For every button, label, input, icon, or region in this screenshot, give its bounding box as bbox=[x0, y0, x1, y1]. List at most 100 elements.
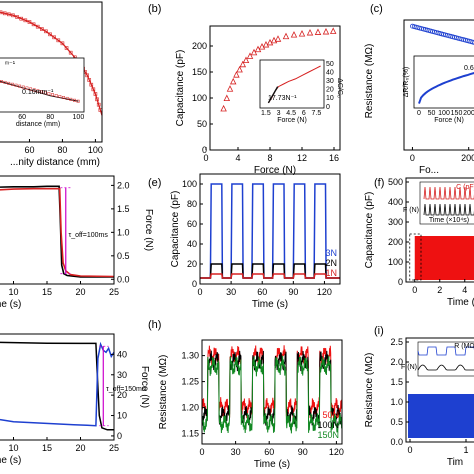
data-point bbox=[226, 85, 234, 92]
inset-point bbox=[40, 90, 44, 94]
y-tick-label: 10 bbox=[117, 411, 127, 421]
panel-label: (f) bbox=[374, 177, 384, 189]
inset-point bbox=[3, 80, 7, 84]
inset-x-tick: 6 bbox=[302, 110, 306, 117]
y-tick-label: 1.5 bbox=[390, 377, 403, 387]
y-tick-label: 80 bbox=[187, 199, 197, 209]
x-axis-label: ...me (s) bbox=[0, 299, 21, 310]
x-tick-label: 90 bbox=[288, 287, 298, 297]
series-line bbox=[0, 341, 115, 427]
inset-point bbox=[43, 91, 47, 95]
inset-point bbox=[10, 82, 14, 86]
x-tick-label: 60 bbox=[257, 287, 267, 297]
inset-y-tick: 20 bbox=[326, 87, 334, 94]
x-tick-label: 20 bbox=[75, 443, 85, 453]
inset-y-tick: 0 bbox=[326, 104, 330, 111]
data-point bbox=[44, 29, 48, 34]
inset-y-tick: 10 bbox=[326, 95, 334, 102]
inset-x-label: Force (N) bbox=[434, 117, 464, 124]
series-line bbox=[0, 187, 115, 278]
annotation: 0.65M bbox=[464, 65, 474, 72]
inset-frame bbox=[417, 341, 474, 377]
inset-y-tick: 50 bbox=[326, 61, 334, 68]
y-axis-label: Resistance (MΩ) bbox=[364, 353, 375, 428]
data-point bbox=[322, 27, 330, 35]
inset-x-tick: 3 bbox=[277, 110, 281, 117]
y-tick-label: 0.0 bbox=[390, 437, 403, 447]
inset-x-tick: 50 bbox=[428, 110, 436, 117]
y-axis-label: Capacitance (pF) bbox=[170, 191, 181, 268]
inset-series-line bbox=[423, 186, 474, 200]
y-tick-label: 1.30 bbox=[181, 351, 199, 361]
plot-frame-i bbox=[405, 337, 474, 443]
inset-point bbox=[72, 98, 76, 102]
series-line-2N bbox=[200, 263, 340, 279]
data-point bbox=[250, 48, 258, 56]
data-point bbox=[329, 27, 337, 34]
y-tick-label: 1.0 bbox=[390, 397, 403, 407]
inset-point bbox=[54, 94, 58, 98]
x-tick-label: 80 bbox=[57, 145, 67, 155]
inset-x-tick: 7.5 bbox=[312, 110, 322, 117]
data-point bbox=[11, 13, 15, 18]
y-tick-label: 2.0 bbox=[390, 357, 403, 367]
inset-point bbox=[51, 93, 54, 97]
x-axis-label: Fo... bbox=[419, 165, 439, 176]
y-tick-label: 0 bbox=[398, 277, 403, 287]
data-point bbox=[7, 12, 11, 17]
x-axis-label: Time (s) bbox=[252, 299, 288, 310]
inset-x-tick: 1.5 bbox=[261, 110, 271, 117]
inset-point bbox=[62, 96, 65, 99]
y-tick-label: 40 bbox=[187, 239, 197, 249]
data-point bbox=[270, 36, 278, 44]
x-tick-label: 100 bbox=[88, 145, 103, 155]
plot-frame-f bbox=[405, 177, 474, 283]
x-tick-label: 0 bbox=[407, 445, 412, 455]
x-tick-label: 15 bbox=[42, 287, 52, 297]
data-point bbox=[314, 28, 322, 35]
inset-x-label: Time (×10⁴s) bbox=[429, 217, 469, 224]
y-axis-label: Capacitance (pF) bbox=[175, 50, 186, 127]
inset-x-tick: 150 bbox=[451, 110, 463, 117]
data-point bbox=[220, 104, 227, 112]
inset-point bbox=[65, 96, 69, 100]
inset-point bbox=[36, 89, 40, 93]
legend-entry: 150N bbox=[317, 430, 339, 440]
x-tick-label: 2 bbox=[437, 285, 442, 295]
data-point bbox=[19, 16, 24, 21]
inset-x-tick: 80 bbox=[46, 114, 54, 121]
data-point bbox=[91, 87, 96, 92]
inset-fit-line bbox=[267, 86, 279, 104]
y-tick-label: 0.5 bbox=[390, 417, 403, 427]
x-tick-label: 30 bbox=[231, 447, 241, 457]
x-axis-label: Force (N) bbox=[254, 165, 296, 176]
data-point bbox=[95, 97, 99, 102]
inset-point bbox=[58, 95, 62, 98]
data-point bbox=[87, 78, 92, 82]
data-point bbox=[60, 41, 65, 46]
x-tick-label: 15 bbox=[42, 443, 52, 453]
legend-entry: 50N bbox=[322, 410, 339, 420]
y-tick-label: 0.0 bbox=[117, 274, 130, 284]
data-point bbox=[290, 31, 298, 38]
inset-x-label: Force (N) bbox=[277, 117, 307, 124]
plot-frame-c bbox=[403, 19, 474, 151]
inset-label: R (MΩ) bbox=[454, 343, 474, 350]
data-point bbox=[233, 71, 240, 78]
inset-y-tick: 30 bbox=[326, 78, 334, 85]
y-tick-label: 50 bbox=[197, 119, 207, 129]
panel-label: (e) bbox=[148, 177, 161, 189]
inset-point bbox=[32, 88, 36, 92]
inset-y-label: ΔR/R₀(%) bbox=[403, 67, 410, 98]
inset-label: C (pF) bbox=[456, 184, 474, 191]
inset-x-tick: 4.5 bbox=[286, 110, 296, 117]
x-tick-label: 8 bbox=[267, 153, 272, 163]
plot-frame-d bbox=[0, 175, 115, 285]
x-axis-label: ...me (s) bbox=[0, 455, 21, 466]
data-point bbox=[52, 35, 56, 40]
panel-label: (c) bbox=[370, 3, 383, 15]
inset-x-tick: 100 bbox=[438, 110, 450, 117]
data-point bbox=[48, 32, 52, 37]
inset-x-tick: 100 bbox=[73, 114, 85, 121]
